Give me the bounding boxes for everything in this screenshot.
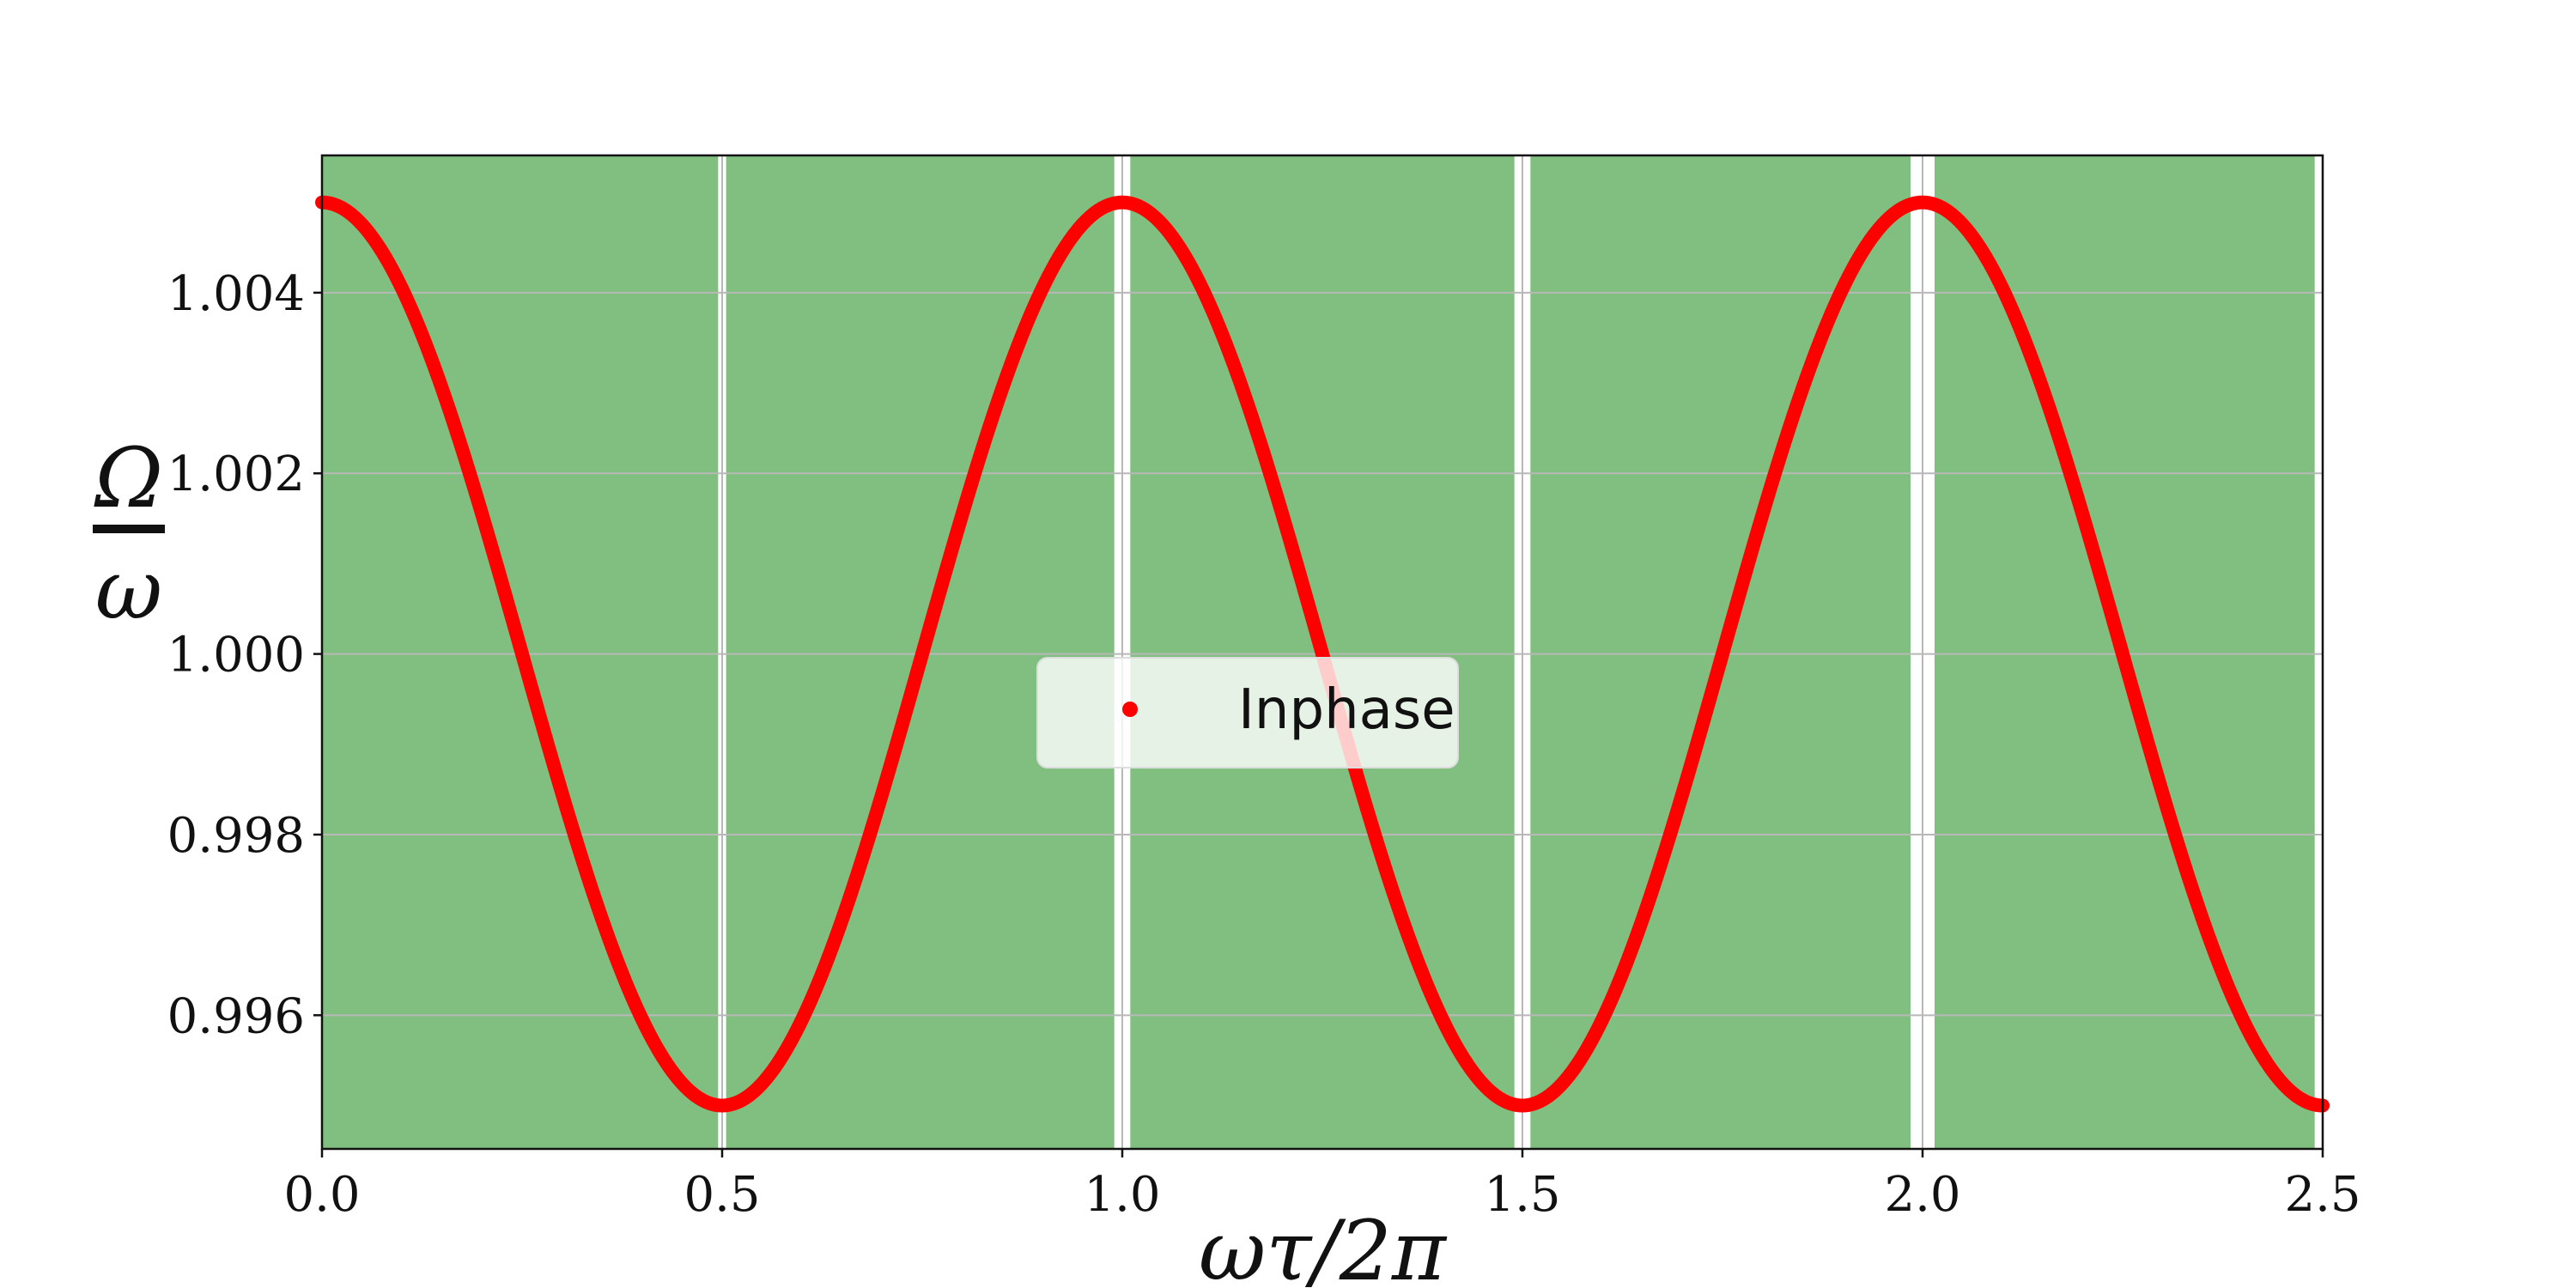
axes-frame bbox=[320, 154, 2324, 1151]
y-axis-label-numerator: Ω bbox=[94, 430, 163, 526]
x-tick-label-2: 1.0 bbox=[1084, 1167, 1160, 1223]
legend[interactable]: Inphase bbox=[1036, 657, 1459, 769]
x-tick-label-0: 0.0 bbox=[283, 1167, 360, 1223]
axes bbox=[313, 154, 2324, 1157]
x-tick-label-4: 2.0 bbox=[1884, 1167, 1960, 1223]
legend-box bbox=[1036, 657, 1459, 769]
series-inphase bbox=[315, 195, 2330, 1113]
x-axis-label: ωτ/2π bbox=[1199, 1203, 1448, 1288]
y-tick-label-3: 1.002 bbox=[167, 447, 305, 502]
series-line-inphase bbox=[315, 195, 2330, 1113]
x-tick-label-1: 0.5 bbox=[683, 1167, 760, 1223]
y-tick-label-4: 1.004 bbox=[167, 266, 305, 322]
y-tick-label-0: 0.996 bbox=[167, 988, 305, 1044]
legend-label-inphase: Inphase bbox=[1238, 678, 1455, 742]
x-tick-label-3: 1.5 bbox=[1484, 1167, 1560, 1223]
y-axis-label-denominator: ω bbox=[95, 542, 162, 638]
y-axis-label: Ω ω bbox=[93, 430, 165, 638]
legend-marker-inphase bbox=[1122, 702, 1138, 717]
tick-labels: 0.0 0.5 1.0 1.5 2.0 2.5 0.996 0.998 1.000 1.002 1.… bbox=[167, 266, 2361, 1223]
x-tick-label-5: 2.5 bbox=[2284, 1167, 2360, 1223]
y-tick-label-2: 1.000 bbox=[167, 628, 305, 683]
y-tick-label-1: 0.998 bbox=[167, 808, 305, 864]
